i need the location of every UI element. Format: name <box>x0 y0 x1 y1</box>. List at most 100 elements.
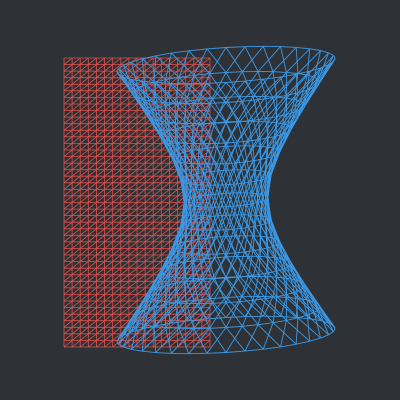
hyperboloid-ruling-edge <box>153 81 176 104</box>
hyperboloid-ring-edge <box>199 237 208 240</box>
plane-edge <box>104 280 113 289</box>
hyperboloid-ruling-edge <box>252 121 269 147</box>
hyperboloid-ruling-edge <box>196 229 200 255</box>
plane-edge <box>136 149 146 157</box>
plane-edge <box>96 300 105 308</box>
hyperboloid-ruling-edge <box>280 320 287 347</box>
hyperboloid-ruling-edge <box>153 82 158 108</box>
hyperboloid-ruling-edge <box>207 237 216 258</box>
hyperboloid-ruling-edge <box>275 97 278 123</box>
plane-edge <box>104 116 113 125</box>
hyperboloid-ruling-edge <box>218 184 227 208</box>
plane-edge <box>88 287 97 295</box>
hyperboloid-ruling-edge <box>233 169 241 193</box>
hyperboloid-ruling-edge <box>188 298 211 322</box>
plane-edge <box>88 228 97 236</box>
hyperboloid-ruling-edge <box>207 229 219 255</box>
plane-edge <box>193 333 203 341</box>
hyperboloid-ruling-edge <box>175 142 180 163</box>
plane-edge <box>136 294 146 302</box>
hyperboloid-ruling-edge <box>175 252 180 278</box>
plane-edge <box>71 261 81 269</box>
hyperboloid-ruling-edge <box>257 296 281 317</box>
hyperboloid-ruling-edge <box>178 77 200 100</box>
hyperboloid-ruling-edge <box>198 254 205 279</box>
plane-edge <box>136 57 146 65</box>
hyperboloid-ruling-edge <box>192 125 208 149</box>
plane-edge <box>120 208 130 216</box>
hyperboloid-ruling-edge <box>260 147 273 172</box>
hyperboloid-ruling-edge <box>297 50 321 74</box>
hyperboloid-ruling-edge <box>153 55 157 83</box>
plane-edge <box>144 215 154 223</box>
plane-edge <box>88 70 97 79</box>
plane-edge <box>71 175 81 184</box>
plane-edge <box>79 116 89 125</box>
hyperboloid-ruling-edge <box>266 134 284 159</box>
hyperboloid-ruling-edge <box>244 121 260 147</box>
hyperboloid-ruling-edge <box>198 303 211 329</box>
plane-edge <box>63 234 73 243</box>
hyperboloid-ruling-edge <box>241 169 248 194</box>
plane-edge <box>79 83 89 92</box>
hyperboloid-ruling-edge <box>225 327 246 352</box>
hyperboloid-ruling-edge <box>241 325 264 350</box>
hyperboloid-ruling-edge <box>282 269 288 295</box>
hyperboloid-ruling-edge <box>268 147 274 173</box>
plane-edge <box>104 182 113 190</box>
plane-edge <box>169 169 178 177</box>
hyperboloid-ring-edge <box>175 153 180 156</box>
hyperboloid-ruling-edge <box>225 145 236 171</box>
hyperboloid-ruling-edge <box>278 128 292 151</box>
hyperboloid-ring-edge <box>171 50 189 54</box>
plane-edge <box>71 103 81 111</box>
hyperboloid-ring-edge <box>265 296 277 300</box>
plane-edge <box>79 64 89 72</box>
plane-edge <box>104 215 113 223</box>
hyperboloid-ruling-edge <box>157 263 177 289</box>
plane-edge <box>120 241 130 249</box>
hyperboloid-ruling-edge <box>280 76 287 96</box>
hyperboloid-ruling-edge <box>252 193 262 216</box>
plane-edge <box>152 195 162 203</box>
hyperboloid-ring-edge <box>151 298 158 301</box>
hyperboloid-ruling-edge <box>196 164 200 185</box>
hyperboloid-ruling-edge <box>225 82 243 102</box>
hyperboloid-ruling-edge <box>295 317 299 345</box>
hyperboloid-ring-edge <box>116 341 119 345</box>
hyperboloid-ring-edge <box>206 47 227 50</box>
hyperboloid-ruling-edge <box>236 235 245 257</box>
hyperboloid-ruling-edge <box>287 267 296 293</box>
plane-edge <box>88 57 97 65</box>
plane-edge <box>96 103 105 111</box>
hyperboloid-ring-edge <box>157 300 166 303</box>
hyperboloid-ruling-edge <box>286 277 308 301</box>
hyperboloid-ring-edge <box>209 72 227 75</box>
plane-edge <box>201 333 211 341</box>
plane-edge <box>136 162 146 171</box>
hyperboloid-ring-edge <box>244 160 253 163</box>
hyperboloid-ruling-edge <box>306 315 311 342</box>
plane-edge <box>79 261 89 269</box>
hyperboloid-ruling-edge <box>266 137 269 159</box>
hyperboloid-ring-edge <box>212 302 227 304</box>
plane-edge <box>88 254 97 262</box>
plane-edge <box>120 280 130 289</box>
hyperboloid-ruling-edge <box>306 300 311 319</box>
hyperboloid-ruling-edge <box>211 123 227 144</box>
plane-edge <box>152 248 162 256</box>
plane-edge <box>79 90 89 98</box>
hyperboloid-ruling-edge <box>153 283 176 308</box>
plane-edge <box>152 234 162 243</box>
hyperboloid-ruling-edge <box>252 215 256 236</box>
hyperboloid-ruling-edge <box>225 184 235 207</box>
plane-edge <box>79 143 89 151</box>
plane-edge <box>128 169 138 177</box>
plane-edge <box>104 77 113 85</box>
plane-edge <box>71 333 81 341</box>
hyperboloid-ruling-edge <box>183 101 187 128</box>
hyperboloid-ruling-edge <box>198 278 215 304</box>
hyperboloid-ruling-edge <box>297 67 321 94</box>
